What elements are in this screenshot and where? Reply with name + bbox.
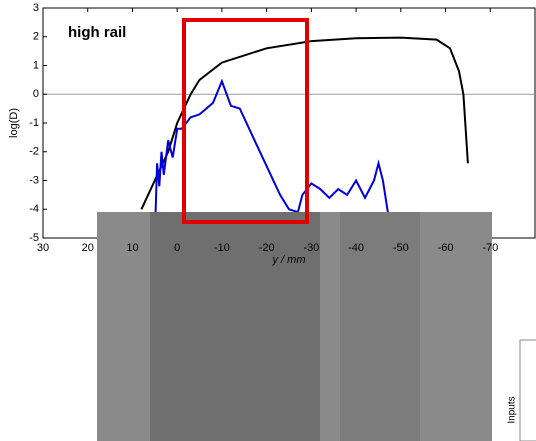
y-tick-label: -3 [29,174,39,186]
series-line [153,78,393,239]
x-tick-label: -40 [348,242,364,254]
x-tick-label: 10 [126,242,138,254]
series-line [140,36,469,210]
x-tick-label: -30 [303,242,319,254]
x-tick-label: 20 [82,242,94,254]
y-tick-label: 3 [33,2,39,14]
overlay: 30 20 10 0 -10 -20 -30 -40 -50 -60 -70 y / mm [37,242,498,266]
x-tick-label: -20 [259,242,275,254]
y-tick-label: 2 [33,31,39,43]
annotation: Inputs [507,396,518,423]
rail-photo-band [150,212,320,441]
x-axis-label: y / mm [272,254,306,266]
x-tick-label: -50 [393,242,409,254]
inputs-panel [519,339,536,441]
x-tick-label: -70 [482,242,498,254]
y-tick-label: 1 [33,59,39,71]
y-tick-label: -2 [29,146,39,158]
y-axis-label: log(D) [8,108,20,138]
y-tick-label: -5 [29,232,39,244]
x-tick-label: 0 [174,242,180,254]
x-tick-label: -60 [438,242,454,254]
x-tick-label: -10 [214,242,230,254]
y-tick-label: -1 [29,117,39,129]
rail-photo-band [340,212,420,441]
plot-frame [42,7,536,239]
x-tick-label: 30 [37,242,49,254]
highlight-box [182,18,309,224]
y-tick-label: -4 [29,203,39,215]
y-tick-label: 0 [33,88,39,100]
chart-title: high rail [68,24,126,41]
